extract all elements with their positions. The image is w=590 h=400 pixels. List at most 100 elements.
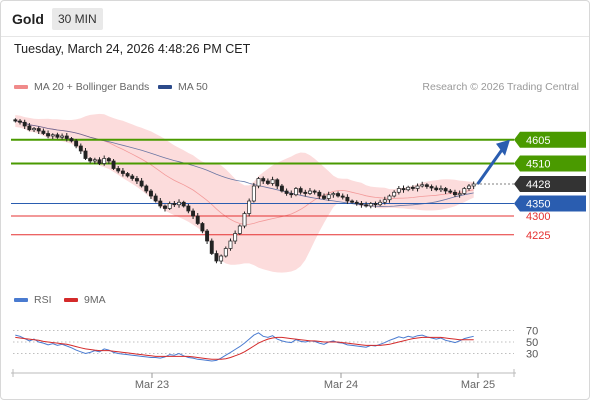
candle-body [153, 195, 158, 202]
candle-body [219, 255, 224, 262]
candle-body [364, 204, 369, 207]
candle-body [317, 191, 322, 197]
candle-body [149, 190, 153, 197]
candle-body [443, 188, 448, 192]
candle-body [134, 178, 139, 182]
candle-body [116, 168, 121, 172]
candle-body [78, 145, 83, 152]
candle-body [102, 158, 107, 164]
level-tag-4428 [514, 176, 586, 192]
x-tick-label: Mar 23 [135, 379, 169, 391]
candle-body [13, 119, 18, 122]
level-tag-4350 [514, 195, 586, 212]
candle-body [312, 190, 317, 193]
candle-body [209, 240, 214, 254]
candle-body [424, 184, 429, 187]
candle-body [308, 190, 312, 194]
candle-body [55, 134, 60, 138]
candle-body [200, 223, 205, 232]
candle-body [88, 158, 93, 162]
level-label-4350: 4350 [526, 199, 550, 211]
level-tag-4510 [514, 155, 586, 172]
candle-body [326, 194, 331, 199]
candle-body [382, 199, 387, 203]
candle-body [453, 191, 457, 196]
candle-body [303, 191, 308, 194]
candle-body [457, 193, 462, 196]
candle-body [191, 210, 196, 217]
bollinger-band [15, 113, 474, 273]
candle-body [293, 188, 298, 196]
projection-arrow-head [496, 139, 510, 156]
instrument-title: Gold [12, 11, 44, 27]
rsi-level-label: 50 [526, 337, 538, 349]
candle-body [298, 188, 303, 193]
candle-body [139, 180, 144, 187]
candle-body [41, 130, 46, 134]
candle-body [205, 230, 210, 242]
widget-header: Gold 30 MIN [1, 1, 589, 37]
candle-body [289, 193, 294, 196]
interval-selector[interactable]: 30 MIN [52, 8, 103, 30]
rsi-line [15, 332, 474, 362]
candle-body [401, 188, 406, 191]
candle-body [462, 188, 467, 194]
candle-body [60, 135, 65, 138]
legend-ma20-label: MA 20 + Bollinger Bands [34, 81, 150, 93]
candle-body [350, 200, 355, 203]
legend-rsi: RSI [14, 294, 52, 306]
candle-body [32, 128, 36, 131]
candle-body [172, 203, 177, 206]
candle-body [120, 170, 125, 174]
candle-body [111, 160, 116, 169]
candle-body [64, 135, 69, 139]
candle-body [420, 184, 425, 187]
candle-body [158, 200, 163, 207]
candle-body [130, 175, 135, 179]
candle-body [438, 188, 443, 191]
candle-body [46, 133, 51, 137]
candle-body [186, 205, 191, 212]
ma9-swatch-icon [64, 298, 78, 302]
candle-body [125, 173, 130, 177]
candle-body [167, 203, 172, 209]
candle-body [471, 183, 476, 187]
ma20-swatch-icon [14, 85, 28, 89]
candle-body [256, 178, 261, 187]
candle-body [177, 201, 181, 206]
candle-body [36, 128, 41, 132]
candle-body [106, 158, 111, 162]
rsi-swatch-icon [14, 298, 28, 302]
candle-body [415, 185, 420, 189]
level-label-4510: 4510 [526, 159, 550, 171]
candle-body [144, 185, 149, 192]
candle-body [223, 248, 228, 257]
candle-body [284, 190, 289, 194]
candle-body [92, 159, 97, 162]
candle-body [247, 200, 252, 214]
candle-body [261, 178, 266, 182]
candle-body [181, 201, 186, 207]
candle-body [396, 188, 401, 193]
ma50-swatch-icon [158, 85, 172, 89]
timestamp: Tuesday, March 24, 2026 4:48:26 PM CET [14, 42, 251, 56]
candle-body [331, 193, 336, 196]
candle-body [163, 205, 167, 209]
copyright: Research © 2026 Trading Central [422, 81, 579, 93]
candle-body [378, 201, 383, 206]
candle-body [233, 233, 238, 242]
projection-arrow-line [476, 148, 504, 185]
level-label-4300: 4300 [526, 211, 550, 223]
candle-body [467, 185, 471, 189]
candle-body [373, 203, 378, 206]
legend-ma20: MA 20 + Bollinger Bands [14, 81, 149, 93]
candle-body [242, 213, 247, 227]
candle-body [434, 187, 439, 191]
candle-body [354, 201, 359, 204]
rsi-level-label: 70 [526, 326, 538, 338]
candle-body [228, 240, 233, 249]
level-tag-4605 [514, 131, 586, 148]
candle-body [392, 191, 397, 197]
candle-body [359, 203, 364, 206]
